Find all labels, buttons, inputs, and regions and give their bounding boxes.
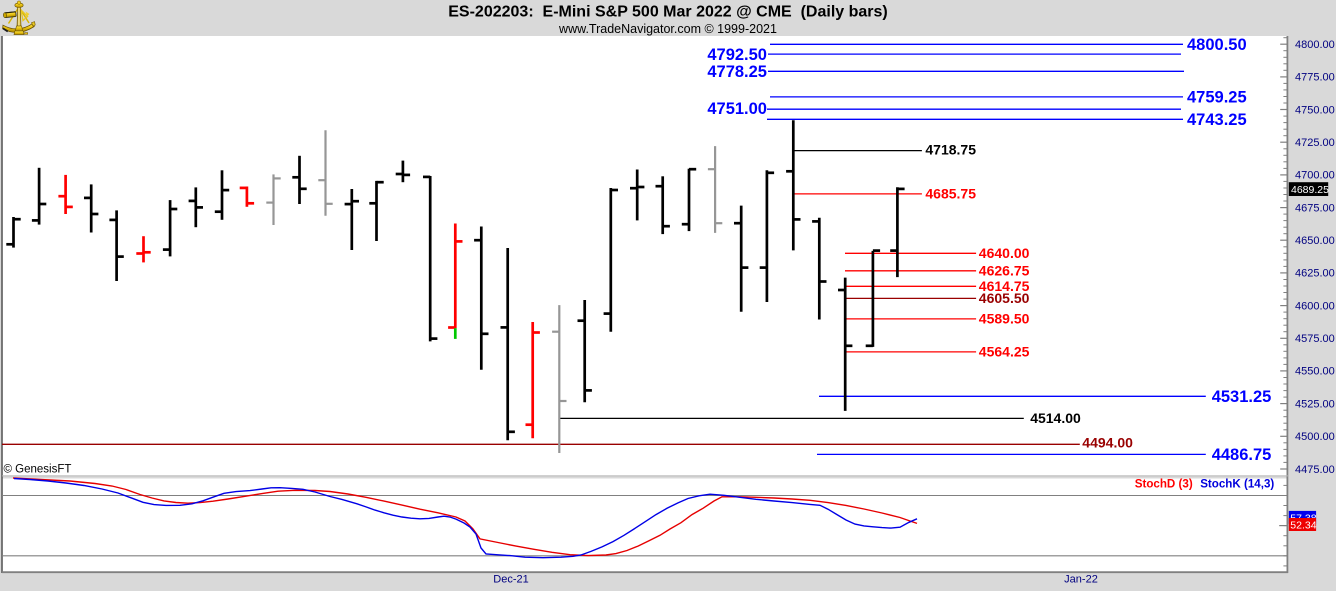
svg-text:Dec-21: Dec-21 bbox=[493, 574, 528, 586]
svg-text:4614.75: 4614.75 bbox=[979, 278, 1030, 294]
svg-text:4675.00: 4675.00 bbox=[1295, 202, 1335, 214]
svg-text:4494.00: 4494.00 bbox=[1082, 435, 1133, 451]
svg-text:4514.00: 4514.00 bbox=[1030, 410, 1081, 426]
svg-text:4500.00: 4500.00 bbox=[1295, 431, 1335, 443]
svg-text:4564.25: 4564.25 bbox=[979, 344, 1030, 360]
svg-text:4792.50: 4792.50 bbox=[707, 46, 767, 64]
svg-text:4589.50: 4589.50 bbox=[979, 311, 1030, 327]
svg-text:4575.00: 4575.00 bbox=[1295, 333, 1335, 345]
svg-text:© GenesisFT: © GenesisFT bbox=[4, 464, 72, 476]
svg-text:52.34: 52.34 bbox=[1290, 520, 1316, 532]
svg-text:4531.25: 4531.25 bbox=[1212, 388, 1272, 406]
svg-text:www.TradeNavigator.com © 1999-: www.TradeNavigator.com © 1999-2021 bbox=[558, 22, 777, 36]
svg-text:StochD (3): StochD (3) bbox=[1135, 478, 1193, 491]
svg-text:4718.75: 4718.75 bbox=[925, 142, 976, 158]
svg-text:4640.00: 4640.00 bbox=[979, 245, 1030, 261]
svg-text:4800.00: 4800.00 bbox=[1295, 39, 1335, 51]
svg-text:4778.25: 4778.25 bbox=[707, 63, 767, 81]
svg-text:4751.00: 4751.00 bbox=[707, 100, 767, 118]
svg-text:4486.75: 4486.75 bbox=[1212, 446, 1272, 464]
svg-text:4605.50: 4605.50 bbox=[979, 290, 1030, 306]
svg-text:4743.25: 4743.25 bbox=[1187, 111, 1247, 129]
svg-text:4550.00: 4550.00 bbox=[1295, 366, 1335, 378]
svg-text:4650.00: 4650.00 bbox=[1295, 235, 1335, 247]
svg-text:StochK (14,3): StochK (14,3) bbox=[1200, 478, 1274, 491]
svg-text:Jan-22: Jan-22 bbox=[1064, 574, 1098, 586]
svg-text:4600.00: 4600.00 bbox=[1295, 300, 1335, 312]
svg-text:4525.00: 4525.00 bbox=[1295, 398, 1335, 410]
svg-text:4475.00: 4475.00 bbox=[1295, 464, 1335, 476]
svg-text:4625.00: 4625.00 bbox=[1295, 268, 1335, 280]
svg-text:4759.25: 4759.25 bbox=[1187, 88, 1247, 106]
svg-text:4685.75: 4685.75 bbox=[925, 186, 976, 202]
svg-text:4800.50: 4800.50 bbox=[1187, 36, 1247, 54]
svg-text:4775.00: 4775.00 bbox=[1295, 72, 1335, 84]
svg-text:4689.25: 4689.25 bbox=[1291, 184, 1329, 196]
svg-text:4725.00: 4725.00 bbox=[1295, 137, 1335, 149]
svg-text:4750.00: 4750.00 bbox=[1295, 104, 1335, 116]
svg-text:ES-202203: E-Mini S&P 500 Mar: ES-202203: E-Mini S&P 500 Mar 2022 @ CME… bbox=[448, 4, 887, 21]
svg-text:4626.75: 4626.75 bbox=[979, 263, 1030, 279]
svg-text:4700.00: 4700.00 bbox=[1295, 170, 1335, 182]
